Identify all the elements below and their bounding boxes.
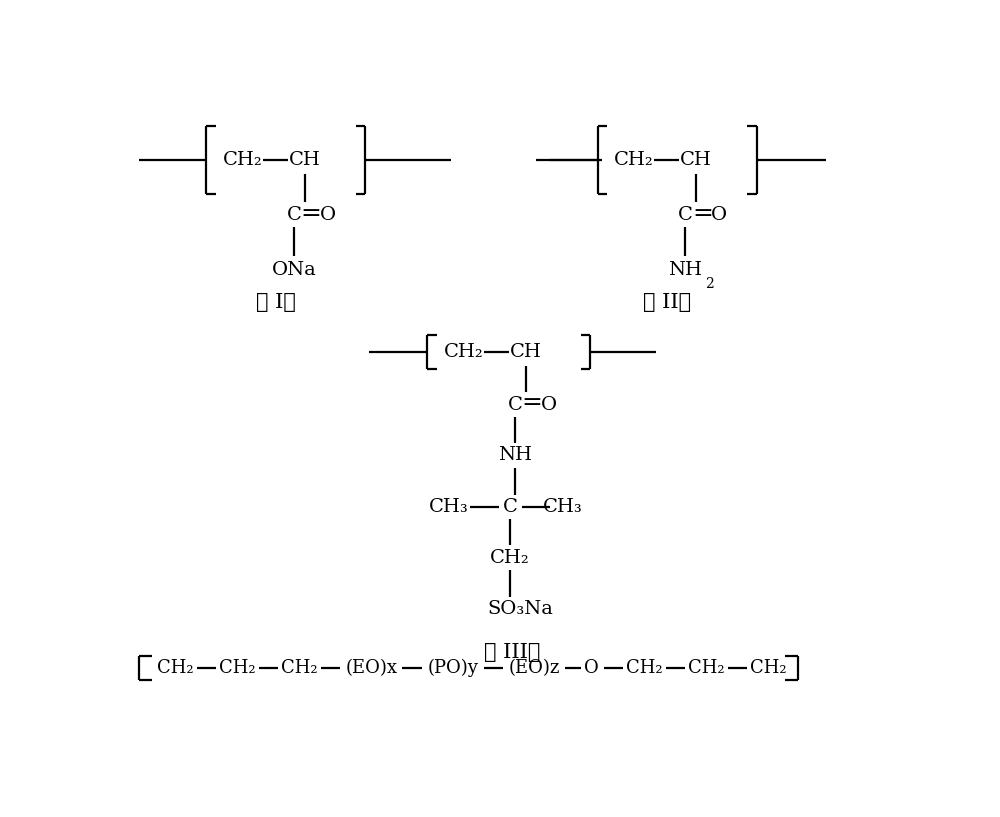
Text: NH: NH (668, 261, 702, 279)
Text: CH₂: CH₂ (614, 150, 654, 168)
Text: C: C (287, 206, 301, 224)
Text: ONa: ONa (272, 261, 316, 279)
Text: CH₂: CH₂ (750, 659, 787, 676)
Text: CH: CH (680, 150, 712, 168)
Text: 式 I、: 式 I、 (256, 292, 296, 311)
Text: O: O (541, 395, 557, 413)
Text: NH: NH (498, 446, 532, 464)
Text: CH₂: CH₂ (223, 150, 263, 168)
Text: O: O (584, 659, 599, 676)
Text: (EO)z: (EO)z (509, 659, 560, 676)
Text: CH₃: CH₃ (429, 498, 469, 516)
Text: 2: 2 (705, 278, 713, 292)
Text: CH₂: CH₂ (688, 659, 725, 676)
Text: SO₃Na: SO₃Na (487, 600, 553, 618)
Text: CH₃: CH₃ (543, 498, 583, 516)
Text: CH: CH (510, 343, 542, 361)
Text: CH: CH (289, 150, 321, 168)
Text: 式 II、: 式 II、 (643, 292, 692, 311)
Text: CH₂: CH₂ (219, 659, 256, 676)
Text: (EO)x: (EO)x (345, 659, 397, 676)
Text: =: = (521, 391, 542, 414)
Text: CH₂: CH₂ (157, 659, 194, 676)
Text: O: O (711, 206, 727, 224)
Text: C: C (503, 498, 518, 516)
Text: =: = (301, 202, 321, 225)
Text: C: C (507, 395, 522, 413)
Text: C: C (678, 206, 693, 224)
Text: CH₂: CH₂ (444, 343, 484, 361)
Text: CH₂: CH₂ (490, 549, 530, 567)
Text: =: = (692, 202, 713, 225)
Text: O: O (320, 206, 336, 224)
Text: (PO)y: (PO)y (427, 659, 478, 677)
Text: CH₂: CH₂ (626, 659, 663, 676)
Text: 式 III、: 式 III、 (484, 643, 541, 662)
Text: CH₂: CH₂ (281, 659, 318, 676)
